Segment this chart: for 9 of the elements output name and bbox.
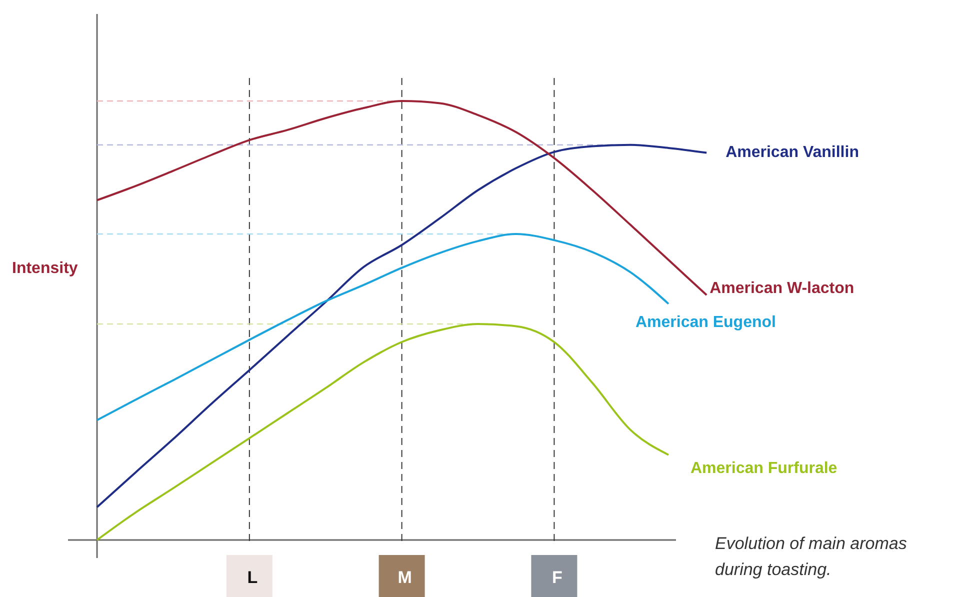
x-tick-label: L — [247, 568, 258, 587]
y-axis-title: Intensity — [12, 260, 78, 277]
x-tick-label: M — [398, 568, 412, 587]
series-label: American Vanillin — [726, 144, 859, 161]
series-label: American W-lacton — [710, 280, 854, 298]
series-label: American Eugenol — [635, 314, 776, 331]
series-label: American Furfurale — [690, 460, 838, 477]
x-tick-label: F — [552, 568, 562, 587]
annotation: Evolution of main aromas during toasting. — [715, 534, 908, 579]
